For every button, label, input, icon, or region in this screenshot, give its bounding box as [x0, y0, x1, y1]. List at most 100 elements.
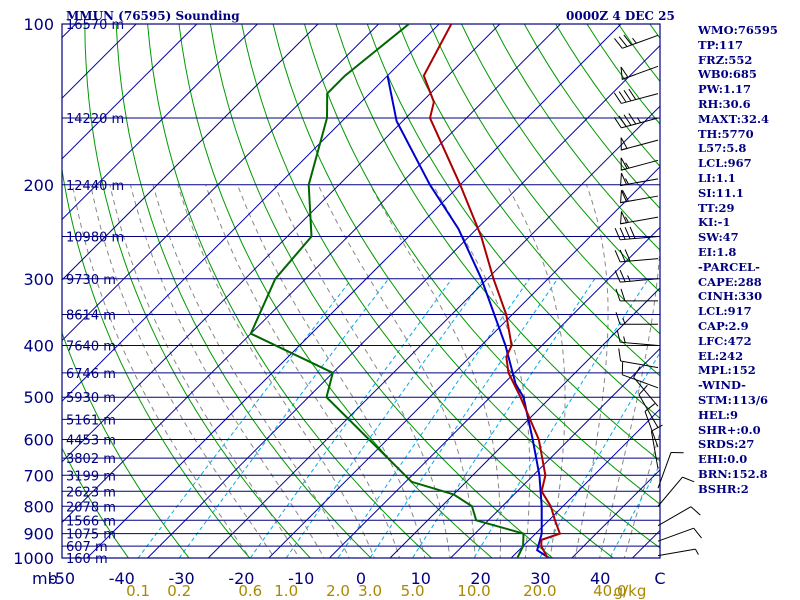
plot-frame — [61, 23, 661, 559]
dry-adiabats — [62, 0, 800, 569]
wind-barb-half-feather — [625, 178, 629, 185]
wind-barb-feather — [614, 38, 623, 49]
mixing-ratio-label: 5.0 — [401, 582, 425, 600]
wind-barb — [620, 189, 659, 204]
dewpoint-trace — [249, 24, 525, 558]
wind-barb-feather — [651, 424, 663, 432]
pressure-tick-label: 200 — [23, 176, 54, 195]
wind-barb-staff — [650, 431, 659, 469]
wind-barb-feather — [624, 227, 631, 240]
wind-barb-half-feather — [694, 548, 699, 555]
wind-barb-staff — [620, 258, 659, 263]
index-entry: RH:30.6 — [698, 96, 751, 111]
mixing-ratio-label: 0.1 — [126, 582, 150, 600]
wind-barb — [615, 288, 658, 302]
wind-barb-staff — [633, 376, 659, 407]
pressure-tick-label: 800 — [23, 497, 54, 516]
height-label: 2078 m — [66, 500, 116, 515]
index-entry: -WIND- — [698, 378, 746, 393]
dry-adiabat — [178, 24, 493, 558]
wind-barb-feather — [615, 312, 621, 325]
wind-barbs — [613, 34, 702, 557]
height-label: 607 m — [66, 540, 108, 555]
temperature-tick-label: 30 — [530, 569, 550, 588]
height-label: 4453 m — [66, 434, 116, 449]
mixing-ratio-label: 40.0 — [593, 582, 626, 600]
index-entry: EI:1.8 — [698, 244, 737, 259]
isotherm-line — [571, 469, 660, 558]
temperature-tick-label: -20 — [228, 569, 254, 588]
mixing-ratio-label: 3.0 — [358, 582, 382, 600]
wind-barb-feather — [628, 88, 637, 100]
index-entry: PW:1.17 — [698, 82, 752, 97]
isotherm-line — [328, 226, 660, 558]
wind-barb-feather — [613, 92, 622, 104]
moist-adiabat — [574, 184, 609, 558]
wind-barb-feather — [623, 34, 633, 46]
dry-adiabat — [147, 24, 433, 558]
moist-adiabat — [130, 184, 325, 558]
mixing-ratio-label: 1.0 — [274, 582, 298, 600]
index-entry: WB0:685 — [698, 67, 757, 82]
height-label: 5161 m — [66, 413, 116, 428]
temperature-tick-label: -50 — [49, 569, 75, 588]
isotherm-line — [62, 24, 501, 463]
moist-adiabat — [109, 184, 300, 558]
height-label: 2623 m — [66, 485, 116, 500]
wind-barb-feather — [618, 91, 627, 103]
mixing-ratio-label: 0.2 — [167, 582, 191, 600]
wind-barb-staff — [620, 236, 659, 241]
height-label: 6746 m — [66, 367, 116, 382]
index-entry: SRDS:27 — [698, 437, 755, 452]
wind-barb-feather — [614, 228, 621, 241]
mixing-ratio-label: 2.0 — [326, 582, 350, 600]
wind-barb-staff — [644, 411, 659, 448]
wind-barb-half-feather — [636, 117, 642, 123]
wind-barb-feather — [690, 506, 701, 516]
isotherm-line — [389, 287, 660, 558]
height-label: 160 m — [66, 552, 108, 567]
wind-barb-feather — [619, 269, 626, 282]
dewpoint-line — [249, 24, 525, 558]
wind-barb-feather — [616, 329, 621, 343]
height-label: 10980 m — [66, 231, 124, 246]
wind-barb-staff — [620, 360, 659, 369]
axis-unit-label: mb — [32, 569, 58, 588]
pressure-tick-labels: 100 200 300 400 500 600 700 800 900 1000 — [13, 15, 54, 568]
wind-barb-feather — [693, 527, 702, 539]
wind-barb-staff — [621, 117, 659, 129]
isotherm-line — [62, 24, 319, 281]
temperature-tick-label: 20 — [470, 569, 490, 588]
moist-adiabat — [369, 184, 501, 558]
height-label: 12440 m — [66, 179, 124, 194]
index-entry: SW:47 — [698, 230, 739, 245]
wind-barb-feather — [629, 226, 636, 239]
temperature-tick-label: 10 — [411, 569, 431, 588]
wind-barb — [613, 88, 659, 104]
index-entry: EL:242 — [698, 348, 744, 363]
wind-barb-half-feather — [632, 37, 637, 44]
wind-barb-staff — [638, 394, 659, 428]
index-entry: LCL:917 — [698, 304, 752, 319]
moist-adiabat — [237, 184, 426, 558]
mixing-ratio-line — [337, 278, 530, 558]
wind-barb — [650, 424, 663, 469]
wind-barb-feather — [623, 114, 632, 126]
height-label: 14220 m — [66, 112, 124, 127]
mixing-ratio-line — [249, 278, 453, 558]
sounding-time: 0000Z 4 DEC 25 — [566, 9, 675, 23]
wind-barb-feather — [614, 250, 621, 263]
isotherm-line — [510, 408, 660, 558]
wind-barb — [657, 527, 702, 542]
wind-barb — [620, 137, 659, 151]
wind-barb — [620, 65, 659, 80]
temperature-tick-label: C — [654, 569, 665, 588]
index-entry: SI:11.1 — [698, 185, 744, 200]
wind-barb-feather — [619, 227, 626, 240]
temperature-tick-label: -10 — [288, 569, 314, 588]
temperature-tick-label: -40 — [109, 569, 135, 588]
wind-barb-feather — [633, 366, 641, 378]
wind-barb-staff — [657, 527, 694, 542]
dry-adiabat — [786, 0, 800, 569]
height-label: 8614 m — [66, 309, 116, 324]
